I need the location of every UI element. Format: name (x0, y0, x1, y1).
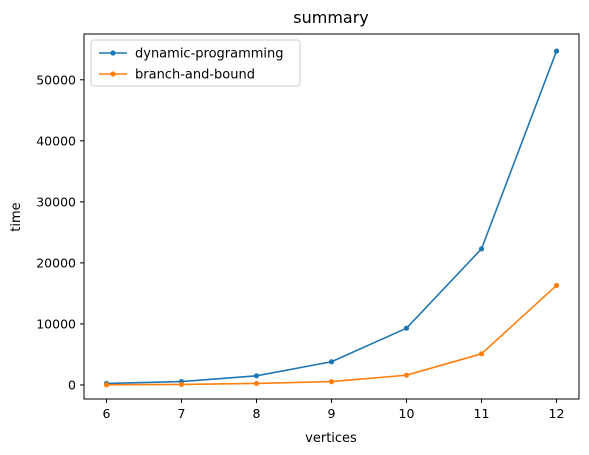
series-line (106, 284, 558, 386)
x-tick-label: 6 (103, 406, 111, 421)
y-tick-label: 30000 (36, 194, 76, 209)
plot-area (103, 48, 560, 388)
series-2 (103, 282, 560, 388)
data-point (253, 380, 260, 387)
x-tick-label: 11 (474, 406, 490, 421)
x-tick-label: 9 (328, 406, 336, 421)
y-tick-label: 10000 (36, 316, 76, 331)
y-tick-label: 0 (68, 377, 76, 392)
y-tick-label: 40000 (36, 133, 76, 148)
data-point (478, 246, 485, 252)
series-line (106, 50, 558, 385)
x-tick-label: 7 (178, 406, 186, 421)
data-point (103, 382, 110, 388)
legend: dynamic-programming branch-and-bound (90, 39, 301, 87)
legend-item: branch-and-bound (99, 68, 255, 83)
x-tick-label: 10 (399, 406, 415, 421)
x-axis: 6 7 8 9 10 11 12 (103, 399, 565, 421)
legend-swatch-marker (110, 50, 116, 56)
legend-swatch-marker (110, 71, 116, 77)
data-point (328, 359, 335, 365)
x-tick-label: 12 (549, 406, 565, 421)
chart-title: summary (293, 8, 369, 27)
x-axis-label: vertices (305, 431, 357, 446)
legend-label: dynamic-programming (135, 47, 284, 62)
data-point (403, 372, 410, 378)
data-point (553, 282, 560, 289)
y-axis: 0 10000 20000 30000 40000 50000 (36, 72, 84, 392)
y-tick-label: 50000 (36, 72, 76, 87)
data-point (403, 325, 410, 331)
legend-item: dynamic-programming (99, 47, 284, 62)
data-point (328, 379, 335, 385)
data-point (178, 381, 185, 388)
data-point (478, 351, 485, 357)
data-point (553, 48, 560, 54)
y-tick-label: 20000 (36, 255, 76, 270)
x-tick-label: 8 (253, 406, 261, 421)
legend-label: branch-and-bound (135, 68, 255, 83)
y-axis-label: time (9, 202, 24, 231)
data-point (253, 373, 260, 379)
plot-frame (83, 33, 580, 400)
legend-box (90, 39, 301, 87)
series-1 (103, 48, 560, 387)
